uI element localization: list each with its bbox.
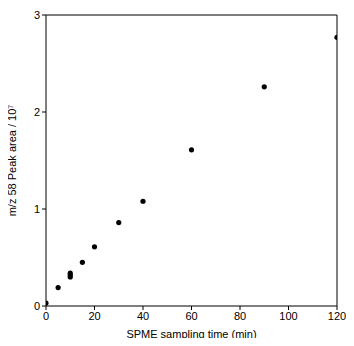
svg-text:1: 1 (34, 203, 40, 215)
svg-text:0: 0 (43, 310, 49, 322)
svg-text:3: 3 (34, 9, 40, 21)
svg-text:40: 40 (137, 310, 149, 322)
svg-text:2: 2 (34, 106, 40, 118)
svg-text:20: 20 (88, 310, 100, 322)
svg-text:100: 100 (279, 310, 297, 322)
svg-text:m/z 58 Peak area / 10⁷: m/z 58 Peak area / 10⁷ (8, 105, 18, 217)
svg-text:80: 80 (234, 310, 246, 322)
svg-text:60: 60 (185, 310, 197, 322)
svg-text:SPME sampling time (min): SPME sampling time (min) (126, 328, 256, 338)
svg-text:120: 120 (328, 310, 346, 322)
svg-text:0: 0 (34, 300, 40, 312)
